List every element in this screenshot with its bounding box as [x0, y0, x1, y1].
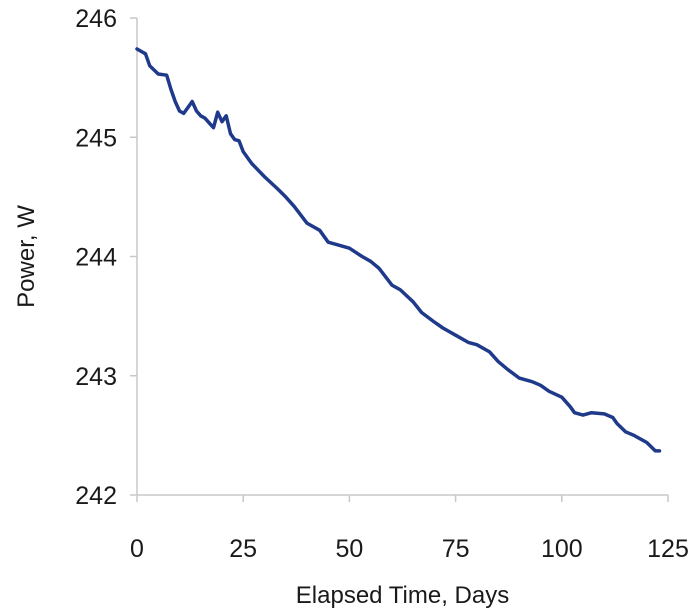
x-axis-ticks: 0 25 50 75 100 125: [130, 495, 689, 563]
x-tick-label: 100: [541, 535, 583, 563]
y-tick-label: 242: [75, 482, 117, 510]
y-axis-ticks: 242 243 244 245 246: [75, 5, 137, 510]
x-axis-title: Elapsed Time, Days: [296, 582, 509, 609]
x-tick-label: 75: [442, 535, 470, 563]
x-tick-label: 125: [647, 535, 689, 563]
series-line: [135, 47, 662, 453]
y-tick-label: 245: [75, 124, 117, 152]
x-tick-label: 0: [130, 535, 144, 563]
y-tick-label: 246: [75, 5, 117, 33]
y-axis-title: Power, W: [13, 205, 40, 308]
x-tick-label: 50: [335, 535, 363, 563]
y-tick-label: 244: [75, 244, 117, 272]
y-tick-label: 243: [75, 363, 117, 391]
x-tick-label: 25: [229, 535, 257, 563]
